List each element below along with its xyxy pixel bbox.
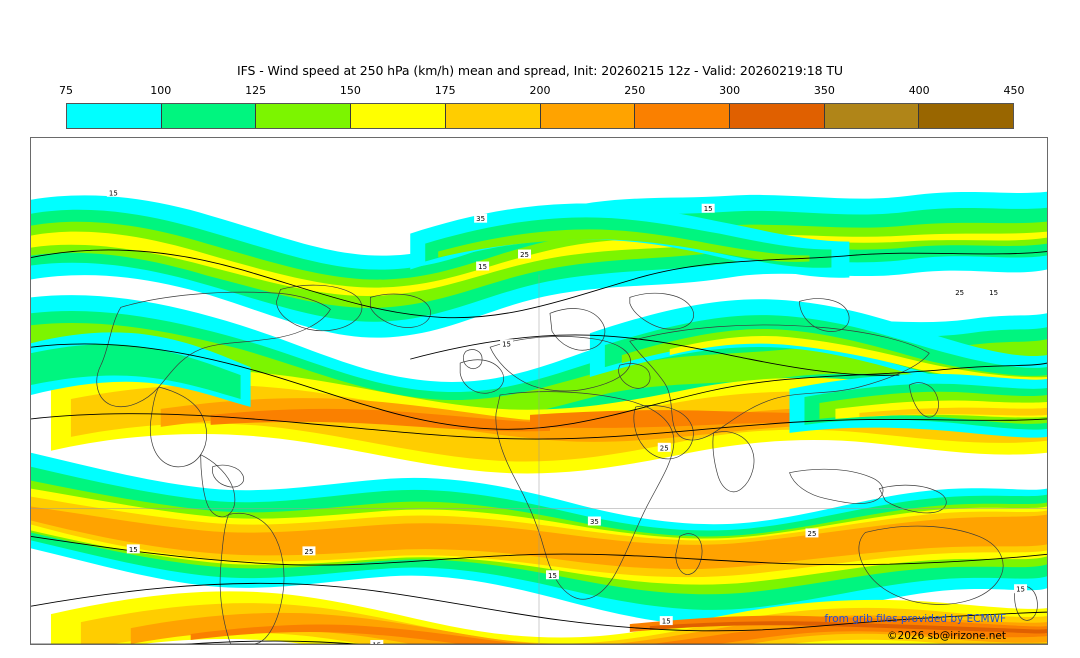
colorbar-tick-200: 200	[529, 84, 551, 97]
svg-text:25: 25	[808, 530, 817, 538]
colorbar-segment-250-300	[635, 104, 730, 128]
colorbar-segment-175-200	[445, 104, 541, 128]
coastlines	[31, 274, 1047, 644]
spread-contour-labels: 15 35 15 25 15 25 15 15 15 25 35 25 25 1…	[106, 187, 1028, 644]
contour-label: 25	[302, 546, 316, 556]
svg-text:15: 15	[109, 189, 118, 197]
colorbar-tick-300: 300	[719, 84, 741, 97]
contour-label: 25	[518, 249, 532, 259]
colorbar-tick-75: 75	[59, 84, 73, 97]
svg-text:25: 25	[305, 548, 314, 556]
colorbar-tick-125: 125	[245, 84, 267, 97]
contour-label: 15	[500, 339, 514, 349]
colorbar-tick-450: 450	[1003, 84, 1025, 97]
wind-speed-map: 15 35 15 25 15 25 15 15 15 25 35 25 25 1…	[31, 138, 1047, 644]
contour-label: 15	[106, 187, 120, 197]
contour-label: 35	[474, 213, 488, 223]
contour-label: 25	[805, 528, 819, 538]
contour-label: 15	[987, 287, 1001, 297]
colorbar-segment-75-100	[67, 104, 162, 128]
copyright-credit: ©2026 sb@irizone.net	[887, 630, 1006, 642]
colorbar-tick-350: 350	[813, 84, 835, 97]
svg-text:25: 25	[955, 289, 964, 297]
colorbar-tick-250: 250	[624, 84, 646, 97]
svg-text:35: 35	[590, 518, 599, 526]
west-pacific-jet-field	[789, 373, 1047, 438]
spread-contours	[31, 249, 1047, 644]
svg-text:15: 15	[129, 546, 138, 554]
contour-label: 25	[953, 287, 967, 297]
svg-text:15: 15	[372, 641, 381, 644]
svg-text:15: 15	[662, 618, 671, 626]
contour-label: 15	[545, 570, 559, 580]
svg-text:15: 15	[502, 341, 511, 349]
colorbar-segment-400-450	[919, 104, 1014, 128]
colorbar-segment-125-150	[256, 104, 352, 128]
colorbar-tick-labels: 75 100 125 150 175 200 250 300 350 400 450	[59, 84, 1025, 100]
contour-label: 15	[476, 261, 490, 271]
colorbar-segment-300-350	[729, 104, 825, 128]
contour-label: 25	[657, 442, 671, 452]
svg-text:15: 15	[1016, 586, 1025, 594]
contour-label: 15	[659, 616, 673, 626]
data-source-credit: from grib files provided by ECMWF	[824, 613, 1006, 625]
atlantic-jet-field	[410, 203, 850, 278]
svg-text:15: 15	[989, 289, 998, 297]
colorbar-segment-200-250	[540, 104, 636, 128]
svg-text:25: 25	[520, 251, 529, 259]
colorbar-segment-350-400	[824, 104, 920, 128]
colorbar-tick-150: 150	[339, 84, 361, 97]
colorbar-segments	[66, 103, 1014, 129]
contour-label: 35	[587, 516, 601, 526]
contour-label: 15	[126, 544, 140, 554]
contour-label: 15	[701, 203, 715, 213]
svg-text:25: 25	[660, 444, 669, 452]
colorbar-tick-100: 100	[150, 84, 172, 97]
svg-text:15: 15	[478, 263, 487, 271]
contour-label: 15	[1014, 584, 1028, 594]
contour-label: 15	[370, 640, 384, 644]
colorbar-segment-100-125	[161, 104, 257, 128]
svg-text:15: 15	[548, 572, 557, 580]
colorbar-tick-175: 175	[434, 84, 456, 97]
map-plot-area: 15 35 15 25 15 25 15 15 15 25 35 25 25 1…	[30, 137, 1048, 645]
svg-text:15: 15	[704, 205, 713, 213]
svg-text:35: 35	[476, 215, 485, 223]
colorbar-segment-150-175	[351, 104, 446, 128]
colorbar: 75 100 125 150 175 200 250 300 350 400 450	[59, 84, 1025, 129]
page-title: IFS - Wind speed at 250 hPa (km/h) mean …	[237, 63, 843, 78]
colorbar-tick-400: 400	[908, 84, 930, 97]
